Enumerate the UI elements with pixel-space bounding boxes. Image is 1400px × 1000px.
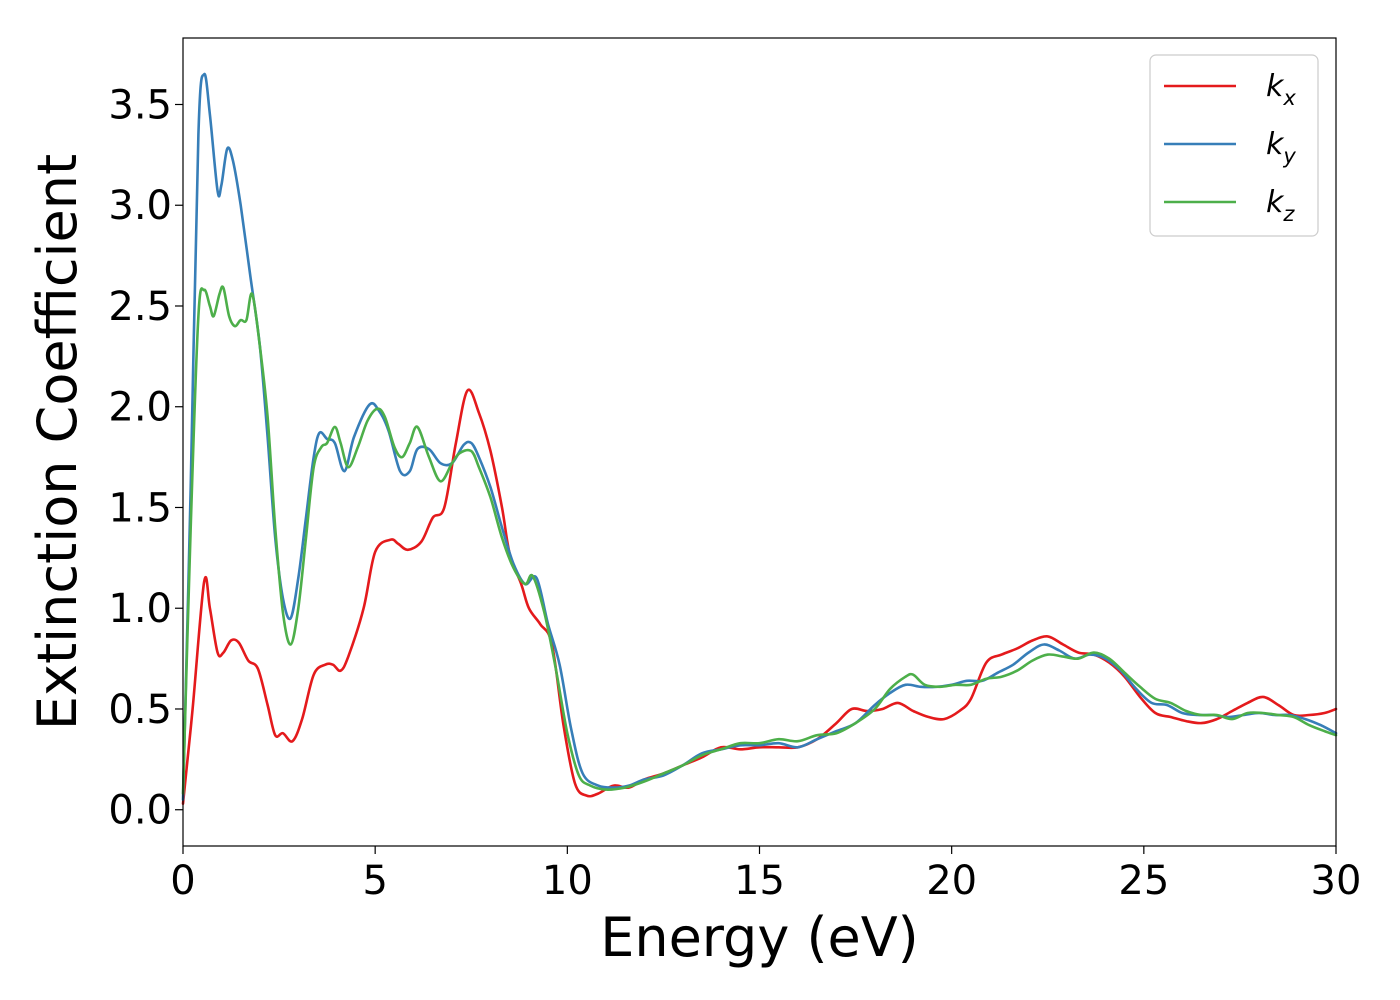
y-tick-label: 1.5 [108, 485, 172, 531]
x-tick-label: 20 [926, 858, 977, 904]
x-tick-label: 25 [1118, 858, 1169, 904]
x-tick-label: 0 [170, 858, 195, 904]
y-tick-label: 3.5 [108, 82, 172, 128]
y-axis-label: Extinction Coefficient [26, 154, 89, 730]
x-tick-label: 10 [542, 858, 593, 904]
plot-background [183, 38, 1336, 846]
x-axis-ticks: 0 5 10 15 20 25 30 [170, 846, 1361, 904]
x-axis-label: Energy (eV) [600, 906, 919, 969]
legend-label-subscript: z [1282, 202, 1295, 226]
series-line-kz [181, 285, 1338, 795]
legend-label-subscript: y [1282, 144, 1296, 168]
legend-label-ky: ky [1266, 127, 1296, 168]
y-tick-label: 0.0 [108, 788, 172, 834]
y-tick-label: 0.5 [108, 687, 172, 733]
series-layer [181, 72, 1338, 805]
y-tick-label: 3.0 [108, 183, 172, 229]
x-tick-label: 5 [362, 858, 387, 904]
y-tick-label: 1.0 [108, 586, 172, 632]
legend-label-subscript: x [1282, 86, 1296, 110]
y-tick-label: 2.0 [108, 385, 172, 431]
y-tick-label: 2.5 [108, 284, 172, 330]
x-tick-label: 15 [734, 858, 785, 904]
x-tick-label: 30 [1311, 858, 1362, 904]
legend-box [1149, 54, 1319, 237]
y-axis-ticks: 0.0 0.5 1.0 1.5 2.0 2.5 3.0 3.5 [108, 82, 183, 834]
